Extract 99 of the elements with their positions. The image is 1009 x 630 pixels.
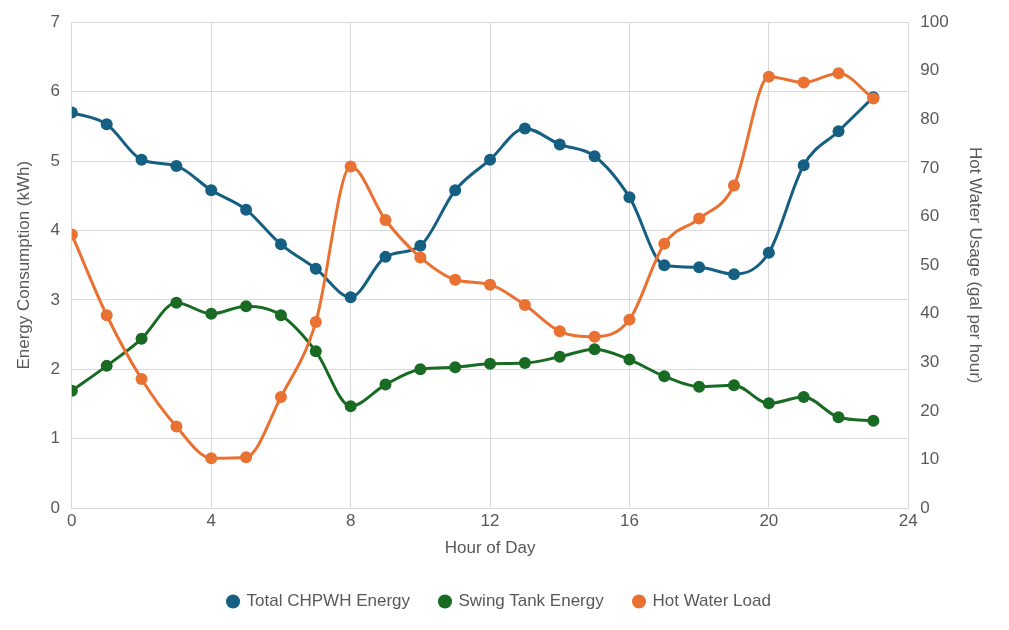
x-tick-label: 12 <box>480 511 500 531</box>
point <box>135 332 148 345</box>
point <box>658 237 671 250</box>
x-tick-label: 16 <box>619 511 639 531</box>
point <box>762 246 775 259</box>
point <box>693 261 706 274</box>
point <box>170 420 183 433</box>
y2-tick-label: 40 <box>920 303 940 323</box>
point <box>867 414 880 427</box>
point <box>623 313 636 326</box>
point <box>484 153 497 166</box>
y2-axis-title: Hot Water Usage (gal per hour) <box>966 146 986 384</box>
point <box>693 212 706 225</box>
point <box>623 353 636 366</box>
y2-tick-label: 60 <box>920 206 940 226</box>
y-tick-label: 7 <box>50 11 60 31</box>
y2-tick-label: 80 <box>920 109 940 129</box>
point <box>449 184 462 197</box>
point <box>274 390 287 403</box>
point <box>727 179 740 192</box>
point <box>832 67 845 80</box>
point <box>309 262 322 275</box>
point <box>309 316 322 329</box>
y-tick-label: 0 <box>50 497 60 517</box>
y-tick-label: 1 <box>50 428 60 448</box>
y-tick-label: 4 <box>50 220 60 240</box>
point <box>240 203 253 216</box>
point <box>449 273 462 286</box>
point <box>797 391 810 404</box>
point <box>658 259 671 272</box>
point <box>762 397 775 410</box>
point <box>100 309 113 322</box>
y-axis-title: Energy Consumption (kWh) <box>13 160 33 370</box>
point <box>170 296 183 309</box>
legend-label: Total CHPWH Energy <box>246 591 411 611</box>
point <box>170 159 183 172</box>
point <box>658 370 671 383</box>
point <box>553 138 566 151</box>
point <box>205 184 218 197</box>
point <box>240 300 253 313</box>
point <box>727 268 740 281</box>
point <box>588 330 601 343</box>
point <box>240 451 253 464</box>
y2-tick-label: 100 <box>920 11 949 31</box>
point <box>274 309 287 322</box>
point <box>379 214 392 226</box>
point <box>100 359 113 372</box>
point <box>484 278 497 291</box>
point <box>135 153 148 166</box>
point <box>309 345 322 358</box>
point <box>588 343 601 356</box>
x-tick-label: 8 <box>345 511 356 531</box>
point <box>832 411 845 424</box>
legend-label: Swing Tank Energy <box>458 591 605 611</box>
y2-tick-label: 0 <box>920 497 930 517</box>
legend-label: Hot Water Load <box>652 591 771 611</box>
point <box>379 250 392 263</box>
point <box>344 291 357 304</box>
y2-tick-label: 90 <box>920 60 940 80</box>
point <box>344 400 357 413</box>
point <box>379 378 392 391</box>
point <box>205 307 218 320</box>
x-axis-title: Hour of Day <box>444 538 536 558</box>
point <box>553 325 566 338</box>
point <box>693 380 706 393</box>
y-tick-label: 6 <box>50 81 60 101</box>
point <box>797 76 810 89</box>
y2-tick-label: 70 <box>920 157 940 177</box>
y-tick-label: 2 <box>50 359 60 379</box>
point <box>762 70 775 83</box>
point <box>797 159 810 172</box>
point <box>832 125 845 138</box>
x-tick-label: 24 <box>898 511 918 531</box>
point <box>727 379 740 392</box>
point <box>274 238 287 251</box>
y-tick-label: 5 <box>50 150 60 170</box>
y2-tick-label: 20 <box>920 400 940 420</box>
point <box>135 372 148 385</box>
x-tick-label: 20 <box>759 511 779 531</box>
point <box>518 299 531 312</box>
point <box>553 350 566 363</box>
y2-tick-label: 10 <box>920 449 940 469</box>
point <box>484 357 497 370</box>
point <box>100 118 113 131</box>
x-tick-label: 0 <box>67 511 77 531</box>
point <box>588 150 601 163</box>
point <box>344 160 357 173</box>
point <box>205 452 218 465</box>
y2-tick-label: 50 <box>920 254 940 274</box>
point <box>518 122 531 135</box>
point <box>414 251 427 264</box>
point <box>414 363 427 376</box>
y-tick-label: 3 <box>50 289 60 309</box>
point <box>623 191 636 204</box>
y2-tick-label: 30 <box>920 352 940 372</box>
point <box>518 357 531 370</box>
x-tick-label: 4 <box>206 511 216 531</box>
point <box>449 361 462 374</box>
point <box>414 239 427 252</box>
